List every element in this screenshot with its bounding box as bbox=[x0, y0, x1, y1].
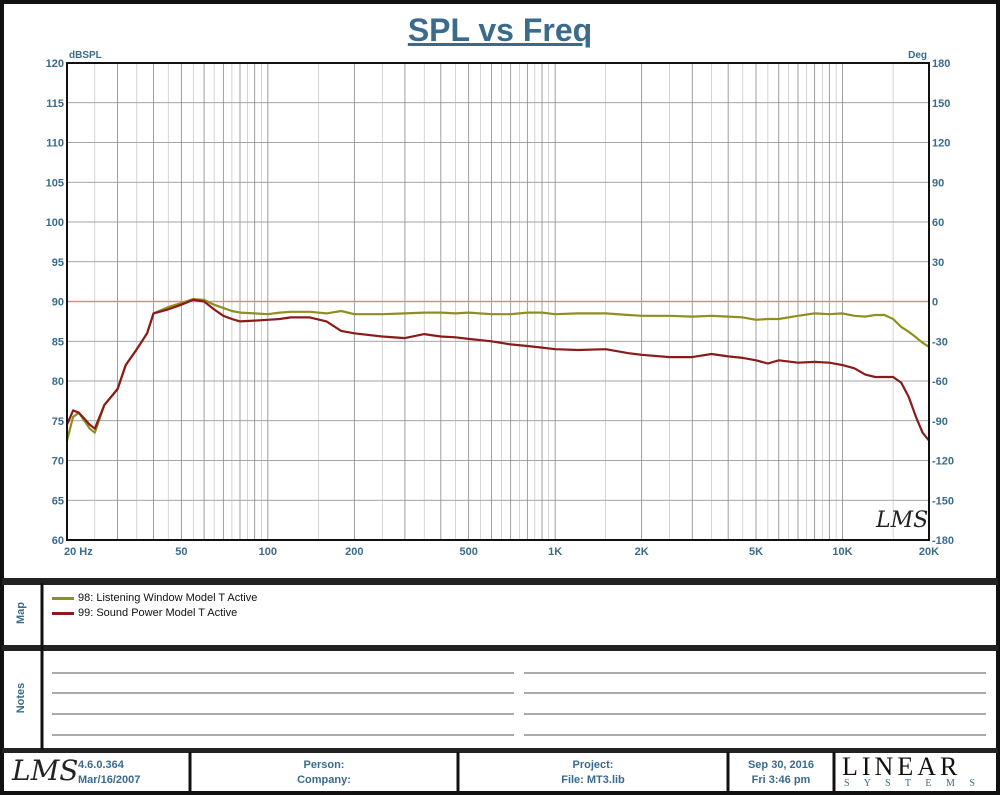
chart-title: SPL vs Freq bbox=[407, 12, 593, 48]
y-right-tick-label: -150 bbox=[932, 495, 954, 507]
software-version: 4.6.0.364 Mar/16/2007 bbox=[78, 758, 140, 788]
notes-label: Notes bbox=[15, 682, 27, 714]
y-left-tick-label: 80 bbox=[52, 376, 64, 388]
legend-swatch bbox=[52, 611, 74, 615]
axis-tick-labels: 120 115 110 105 100 95 90 85 80 75 70 65 60 180 150 120… bbox=[46, 50, 954, 558]
x-tick-label: 20K bbox=[919, 546, 939, 558]
y-right-tick-label: -90 bbox=[932, 416, 948, 428]
plot-series bbox=[65, 298, 930, 442]
y-right-tick-label: 150 bbox=[932, 98, 950, 110]
legend-item-listening-window: 98: Listening Window Model T Active bbox=[52, 592, 257, 604]
y-right-tick-label: 60 bbox=[932, 217, 944, 229]
company-text: Company: bbox=[297, 774, 351, 786]
legend-label: 99: Sound Power Model T Active bbox=[78, 607, 238, 619]
y-left-tick-label: 70 bbox=[52, 456, 64, 468]
y-right-tick-label: -180 bbox=[932, 535, 954, 547]
plot-grid bbox=[66, 62, 930, 541]
plot-border bbox=[66, 62, 930, 541]
person-text: Person: bbox=[303, 759, 345, 771]
y-left-tick-label: 120 bbox=[46, 58, 64, 70]
y-right-tick-label: 180 bbox=[932, 58, 950, 70]
x-tick-label: 200 bbox=[345, 546, 363, 558]
project-file-block: Project: File: MT3.lib bbox=[460, 758, 726, 788]
y-right-unit-label: Deg bbox=[908, 50, 927, 61]
y-left-tick-label: 75 bbox=[52, 416, 64, 428]
notes-lines bbox=[52, 672, 986, 736]
y-right-tick-label: 30 bbox=[932, 257, 944, 269]
y-right-tick-label: -120 bbox=[932, 456, 954, 468]
y-left-tick-label: 65 bbox=[52, 495, 64, 507]
y-right-tick-label: 90 bbox=[932, 177, 944, 189]
y-left-tick-label: 85 bbox=[52, 336, 64, 348]
y-left-tick-label: 100 bbox=[46, 217, 64, 229]
date-text: Sep 30, 2016 bbox=[747, 759, 815, 771]
y-left-tick-label: 95 bbox=[52, 257, 64, 269]
y-left-tick-label: 110 bbox=[46, 138, 64, 150]
lms-footer-logo: LMS bbox=[12, 754, 79, 787]
version-text: 4.6.0.364 bbox=[78, 759, 124, 771]
series-line-sound-power bbox=[65, 298, 930, 442]
y-left-tick-label: 60 bbox=[52, 535, 64, 547]
legend-swatch bbox=[52, 596, 74, 600]
person-company-block: Person: Company: bbox=[192, 758, 456, 788]
y-right-tick-label: -60 bbox=[932, 376, 948, 388]
x-tick-label: 5K bbox=[749, 546, 763, 558]
series-line-listening-window bbox=[65, 298, 930, 441]
x-tick-label: 500 bbox=[459, 546, 477, 558]
x-tick-label: 50 bbox=[175, 546, 187, 558]
y-left-tick-label: 90 bbox=[52, 297, 64, 309]
y-right-tick-label: -30 bbox=[932, 336, 948, 348]
x-tick-label: 2K bbox=[635, 546, 649, 558]
x-tick-label: 10K bbox=[832, 546, 852, 558]
map-label: Map bbox=[15, 602, 27, 624]
x-tick-label: 100 bbox=[259, 546, 277, 558]
y-right-tick-label: 0 bbox=[932, 297, 938, 309]
legend-label: 98: Listening Window Model T Active bbox=[78, 592, 258, 604]
project-text: Project: bbox=[572, 759, 614, 771]
date-time-block: Sep 30, 2016 Fri 3:46 pm bbox=[730, 758, 832, 788]
build-date-text: Mar/16/2007 bbox=[78, 774, 141, 786]
y-left-tick-label: 105 bbox=[46, 177, 64, 189]
x-tick-label: 1K bbox=[548, 546, 562, 558]
x-tick-label: 20 Hz bbox=[64, 546, 93, 558]
file-text: File: MT3.lib bbox=[561, 774, 625, 786]
legend-item-sound-power: 99: Sound Power Model T Active bbox=[52, 607, 237, 619]
lms-watermark: LMS bbox=[876, 508, 929, 533]
y-right-tick-label: 120 bbox=[932, 138, 950, 150]
linearx-subtitle: S Y S T E M S bbox=[844, 778, 981, 789]
time-text: Fri 3:46 pm bbox=[751, 774, 811, 786]
linearx-logo: LINEAR bbox=[842, 752, 962, 781]
y-left-unit-label: dBSPL bbox=[69, 50, 102, 61]
y-left-tick-label: 115 bbox=[46, 98, 64, 110]
